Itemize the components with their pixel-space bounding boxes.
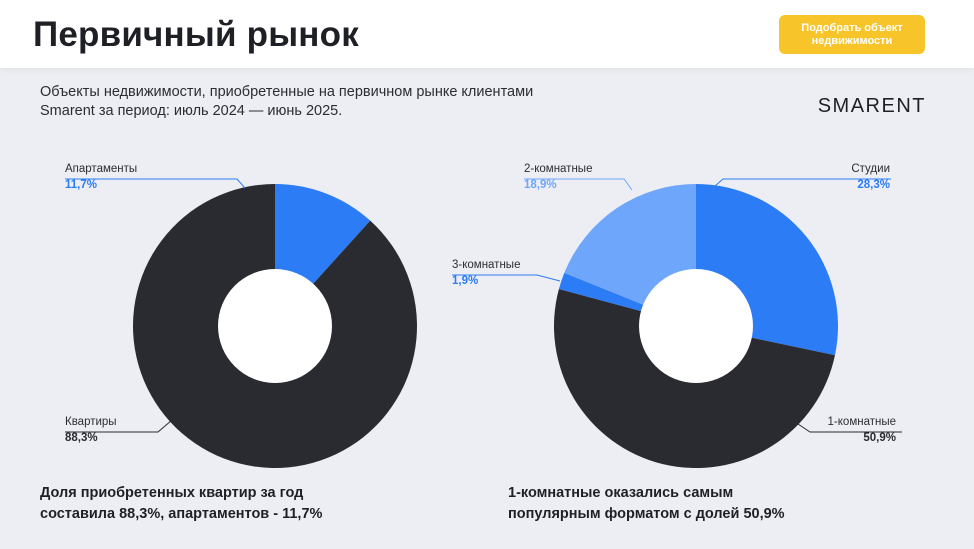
page-title: Первичный рынок [33,15,359,54]
label-flats-name: Квартиры [65,416,117,428]
donut-hole [218,269,332,383]
label-three-room-value: 1,9% [452,275,479,287]
label-two-room-name: 2-комнатные [524,163,593,175]
find-property-button[interactable]: Подобрать объект недвижимости [779,15,925,54]
chart-property-type [132,184,417,468]
label-two-room: 2-комнатные 18,9% [524,161,592,193]
label-one-room: 1-комнатные 50,9% [790,414,896,446]
conclusion-left: Доля приобретенных квартир за год состав… [40,485,323,522]
leader-apartments [65,178,246,189]
label-three-room-name: 3-комнатные [452,259,521,271]
leader-two-room [524,178,633,191]
chart-room-count [553,184,838,469]
label-flats: Квартиры 88,3% [65,414,117,446]
header: Первичный рынок Подобрать объект недвижи… [0,0,974,68]
label-one-room-name: 1-комнатные [827,416,896,428]
label-two-room-value: 18,9% [524,179,557,191]
label-three-room: 3-комнатные 1,9% [452,257,520,289]
conclusion-right: 1-комнатные оказались самым популярным ф… [508,485,785,522]
label-studios-name: Студии [851,163,890,175]
label-studios: Студии 28,3% [790,161,890,193]
leader-one-room [797,423,902,433]
smarent-logo: SMARENT [817,95,926,117]
leader-studios [714,178,891,187]
donut-hole [639,269,753,383]
label-apartments: Апартаменты 11,7% [65,161,137,193]
label-one-room-value: 50,9% [863,432,896,444]
leader-three-room [452,274,561,282]
label-studios-value: 28,3% [857,179,890,191]
leader-flats [65,419,173,433]
page-subtitle: Объекты недвижимости, приобретенные на п… [40,84,534,119]
label-flats-value: 88,3% [65,432,98,444]
label-apartments-value: 11,7% [65,179,97,191]
label-apartments-name: Апартаменты [65,163,138,175]
